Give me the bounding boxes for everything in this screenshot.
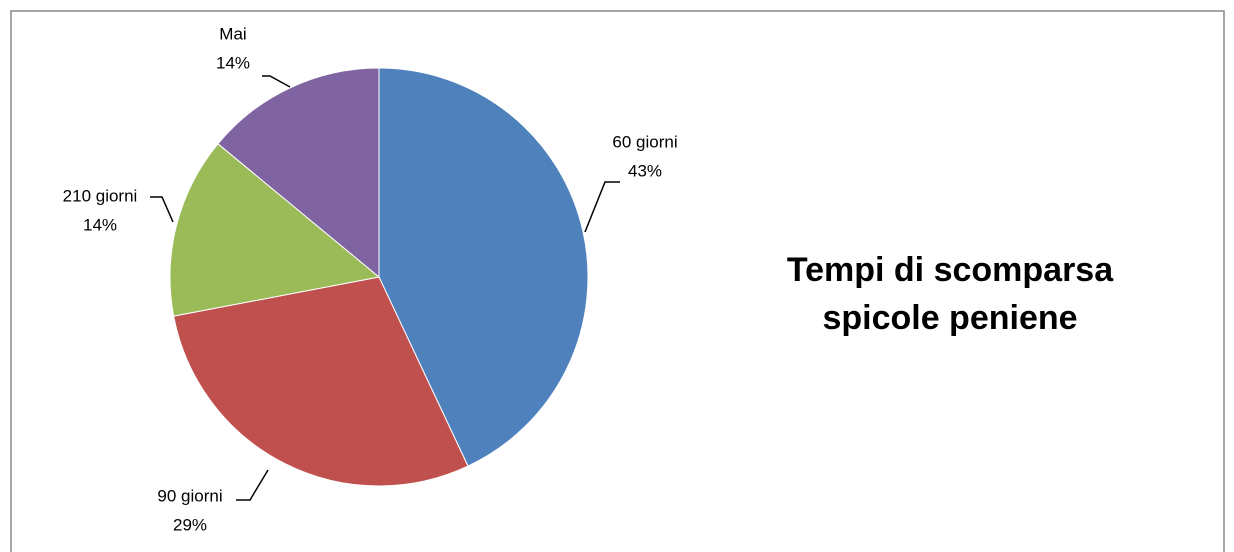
pie-slice <box>378 67 589 467</box>
slice-label: 90 giorni <box>157 486 222 505</box>
chart-title: Tempi di scomparsa spicole peniene <box>786 251 1114 337</box>
leader-line <box>150 196 174 223</box>
slice-value-label: 14% <box>83 215 117 234</box>
leader-line <box>584 181 620 233</box>
leader-line <box>262 75 291 88</box>
slice-label: 210 giorni <box>63 186 138 205</box>
pie-slice <box>217 67 380 279</box>
pie-slice <box>169 143 381 317</box>
slice-value-label: 29% <box>173 515 207 534</box>
slice-value-label: 43% <box>628 161 662 180</box>
pie-slice <box>173 276 469 487</box>
slice-label: Mai <box>219 24 246 43</box>
slice-value-label: 14% <box>216 53 250 72</box>
slice-label: 60 giorni <box>612 132 677 151</box>
leader-line <box>236 469 269 501</box>
